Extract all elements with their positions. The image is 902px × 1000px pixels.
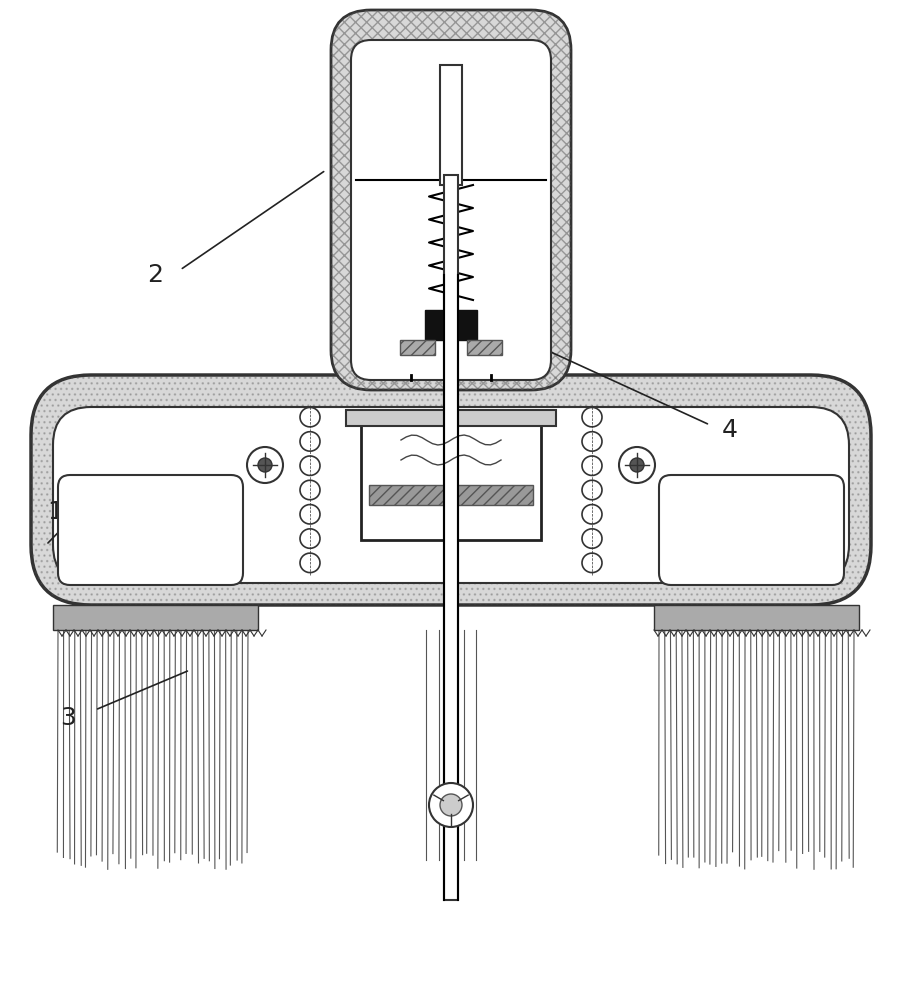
FancyBboxPatch shape [331,10,571,390]
Bar [369,485,533,505]
Circle shape [619,447,655,483]
Text: 4: 4 [722,418,738,442]
FancyBboxPatch shape [31,375,871,605]
Circle shape [247,447,283,483]
Bar [425,310,477,340]
FancyBboxPatch shape [58,475,243,585]
Text: 3: 3 [60,706,76,730]
FancyBboxPatch shape [351,40,551,380]
Circle shape [429,783,473,827]
Bar [444,175,458,900]
Text: 2: 2 [147,263,163,287]
Circle shape [630,458,644,472]
Circle shape [258,458,272,472]
Bar [467,340,502,355]
FancyBboxPatch shape [659,475,844,585]
Bar [400,340,435,355]
Text: 1: 1 [47,500,63,524]
Circle shape [440,794,462,816]
FancyBboxPatch shape [53,407,849,583]
Bar [361,410,541,540]
Bar [53,605,258,630]
Bar [440,65,462,185]
Bar [654,605,859,630]
Bar [346,410,556,426]
